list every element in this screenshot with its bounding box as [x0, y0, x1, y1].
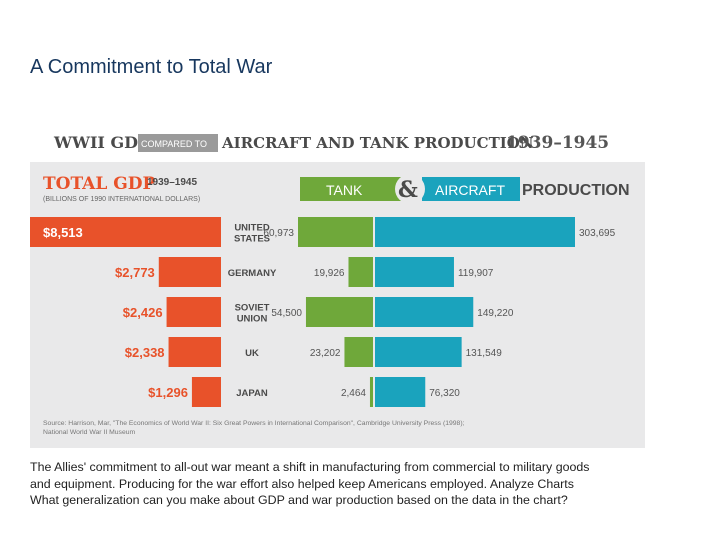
gdp-title: TOTAL GDP [43, 174, 156, 194]
gdp-value-label: $2,426 [123, 305, 163, 320]
gdp-years: 1939–1945 [147, 177, 197, 188]
gdp-value-label: $1,296 [148, 385, 188, 400]
tank-bar [369, 377, 373, 407]
country-label: STATES [234, 234, 270, 245]
aircraft-bar [375, 337, 462, 367]
ampersand: & [398, 177, 418, 203]
tank-header [300, 177, 410, 201]
gdp-subtitle: (BILLIONS OF 1990 INTERNATIONAL DOLLARS) [43, 196, 200, 203]
aircraft-value-label: 303,695 [579, 228, 616, 239]
tank-bar [305, 297, 373, 327]
country-label: GERMANY [228, 268, 277, 279]
chart-title-compared-to: COMPARED TO [141, 139, 207, 149]
infographic-chart: WWII GDP COMPARED TO AIRCRAFT AND TANK P… [30, 124, 645, 448]
country-label: UNION [237, 314, 268, 325]
tank-header-label: TANK [326, 182, 363, 198]
ampersand-badge [395, 174, 425, 204]
chart-title-years: 1939–1945 [506, 133, 609, 153]
chart-title-badge [138, 134, 218, 152]
production-header-label: PRODUCTION [522, 182, 630, 199]
tank-value-label: 60,973 [263, 228, 294, 239]
tank-bar [298, 217, 373, 247]
tank-value-label: 54,500 [271, 308, 302, 319]
tank-bar [344, 337, 373, 367]
chart-source: Source: Harrison, Mar, "The Economics of… [43, 420, 465, 436]
gdp-bar [168, 337, 221, 367]
gdp-value-label: $2,338 [125, 345, 165, 360]
aircraft-header [422, 177, 520, 201]
country-label: UNITED [234, 223, 270, 234]
aircraft-bar [375, 377, 426, 407]
tank-value-label: 2,464 [341, 388, 366, 399]
aircraft-bar [375, 217, 575, 247]
gdp-bar [166, 297, 221, 327]
chart-title-production: AIRCRAFT AND TANK PRODUCTION [221, 134, 534, 152]
aircraft-bar [375, 257, 454, 287]
country-label: SOVIET [235, 303, 270, 314]
country-label: UK [245, 348, 259, 359]
aircraft-value-label: 131,549 [466, 348, 503, 359]
gdp-value-label: $8,513 [43, 225, 83, 240]
gdp-value-label: $2,773 [115, 265, 155, 280]
gdp-bar [158, 257, 221, 287]
chart-title-wwii-gdp: WWII GDP [53, 133, 150, 152]
aircraft-value-label: 119,907 [458, 268, 494, 279]
slide-caption: The Allies' commitment to all-out war me… [30, 460, 590, 507]
country-label: JAPAN [236, 388, 268, 399]
gdp-bar [191, 377, 221, 407]
aircraft-value-label: 76,320 [429, 388, 460, 399]
tank-bar [348, 257, 373, 287]
aircraft-header-label: AIRCRAFT [435, 182, 505, 198]
gdp-bar [30, 217, 221, 247]
slide-title: A Commitment to Total War [30, 56, 273, 78]
aircraft-value-label: 149,220 [477, 308, 514, 319]
tank-value-label: 23,202 [310, 348, 341, 359]
tank-value-label: 19,926 [314, 268, 345, 279]
aircraft-bar [375, 297, 474, 327]
